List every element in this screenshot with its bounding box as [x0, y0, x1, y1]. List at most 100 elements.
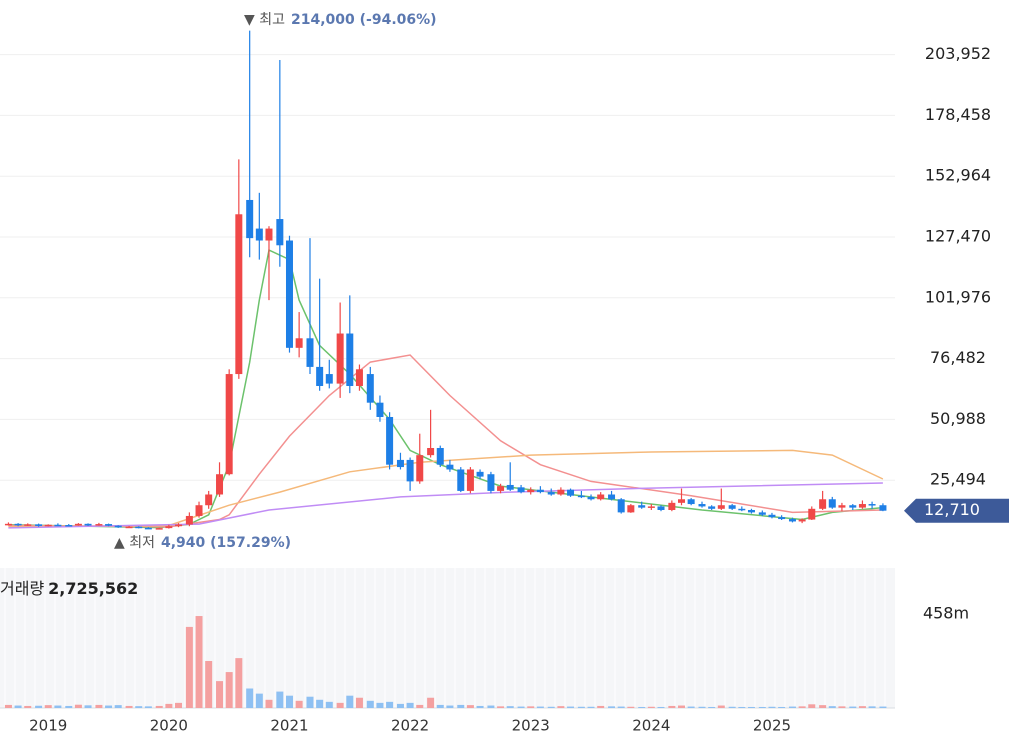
volume-bar: [386, 701, 394, 708]
candle-body: [717, 505, 725, 509]
candle-body: [235, 214, 243, 375]
x-tick-label: 2019: [29, 717, 67, 735]
candle-body: [617, 499, 625, 513]
candle-body: [406, 459, 414, 482]
candle-body: [366, 374, 374, 403]
y-tick-label: 127,470: [925, 227, 991, 246]
volume-bar: [698, 706, 706, 708]
candle-body: [125, 526, 133, 529]
high-marker: ▼ 최고: [244, 12, 285, 28]
candle-body: [838, 505, 846, 508]
candle-body: [868, 504, 876, 506]
volume-bar: [276, 691, 284, 708]
volume-current: 2,725,562: [48, 579, 138, 598]
volume-bar: [567, 706, 575, 708]
volume-bar: [768, 706, 776, 708]
candle-body: [4, 523, 12, 526]
volume-bar: [668, 705, 676, 708]
candle-body: [225, 374, 233, 475]
volume-bar: [95, 704, 103, 708]
volume-bar: [517, 706, 525, 708]
volume-bar: [225, 672, 233, 708]
candle-body: [858, 504, 866, 508]
candle-body: [647, 506, 655, 508]
volume-bar: [838, 706, 846, 708]
candle-body: [849, 505, 857, 508]
volume-bar: [717, 705, 725, 708]
volume-bar: [657, 706, 665, 708]
candle-body: [476, 471, 484, 477]
candle-body: [506, 484, 514, 490]
volume-bar: [678, 705, 686, 708]
volume-bar: [427, 697, 435, 708]
y-tick-label: 76,482: [930, 348, 986, 367]
candle-body: [758, 512, 766, 515]
volume-bar: [54, 705, 62, 708]
candle-body: [195, 505, 203, 516]
x-tick-label: 2020: [150, 717, 188, 735]
volume-bar: [476, 705, 484, 708]
candle-body: [828, 499, 836, 508]
candle-body: [627, 505, 635, 513]
candle-body: [325, 374, 333, 384]
volume-bar: [638, 706, 646, 708]
candle-body: [175, 524, 183, 527]
volume-bar: [446, 705, 454, 708]
volume-bar: [627, 706, 635, 708]
candle-body: [14, 523, 22, 526]
volume-panel: [0, 568, 895, 708]
volume-bar: [346, 695, 354, 708]
moving-average: [8, 482, 883, 529]
volume-bar: [547, 706, 555, 708]
volume-bar: [65, 705, 73, 708]
candle-body: [608, 494, 616, 500]
candle-body: [587, 496, 595, 500]
candle-body: [879, 505, 887, 511]
volume-bar: [406, 702, 414, 708]
candle-body: [597, 494, 605, 500]
candle-body: [336, 333, 344, 384]
volume-bar: [396, 703, 404, 708]
candle-body: [246, 199, 254, 239]
moving-average: [8, 354, 883, 528]
volume-bar: [747, 706, 755, 708]
volume-bar: [316, 699, 324, 708]
volume-bar: [144, 706, 152, 708]
x-tick-label: 2021: [270, 717, 308, 735]
volume-bar: [879, 706, 887, 708]
volume-bar: [24, 705, 32, 708]
candle-body: [427, 447, 435, 456]
candle-body: [255, 228, 263, 241]
volume-bar: [466, 705, 474, 708]
candle-body: [808, 508, 816, 520]
x-tick-label: 2023: [512, 717, 550, 735]
candle-body: [668, 502, 676, 510]
volume-bar: [125, 705, 133, 708]
volume-bar: [536, 706, 544, 708]
volume-bar: [185, 626, 193, 708]
volume-bar: [788, 706, 796, 708]
candle-body: [95, 524, 103, 526]
candle-body: [536, 489, 544, 493]
low-marker: ▲ 최저: [114, 535, 155, 551]
candle-body: [577, 495, 585, 498]
volume-bar: [165, 703, 173, 708]
volume-bar: [587, 706, 595, 708]
candle-body: [74, 523, 82, 526]
volume-bar: [436, 704, 444, 708]
volume-bar: [597, 705, 605, 708]
volume-bar: [155, 705, 163, 708]
volume-bar: [74, 704, 82, 708]
candle-body: [355, 369, 363, 386]
volume-bar: [285, 695, 293, 708]
candle-body: [638, 505, 646, 508]
candle-body: [35, 524, 43, 526]
candle-body: [798, 519, 806, 522]
y-tick-label: 203,952: [925, 44, 991, 63]
candle-body: [285, 240, 293, 348]
volume-bar: [868, 706, 876, 708]
candle-body: [265, 228, 273, 241]
volume-bar: [105, 705, 113, 708]
volume-bar: [738, 706, 746, 708]
